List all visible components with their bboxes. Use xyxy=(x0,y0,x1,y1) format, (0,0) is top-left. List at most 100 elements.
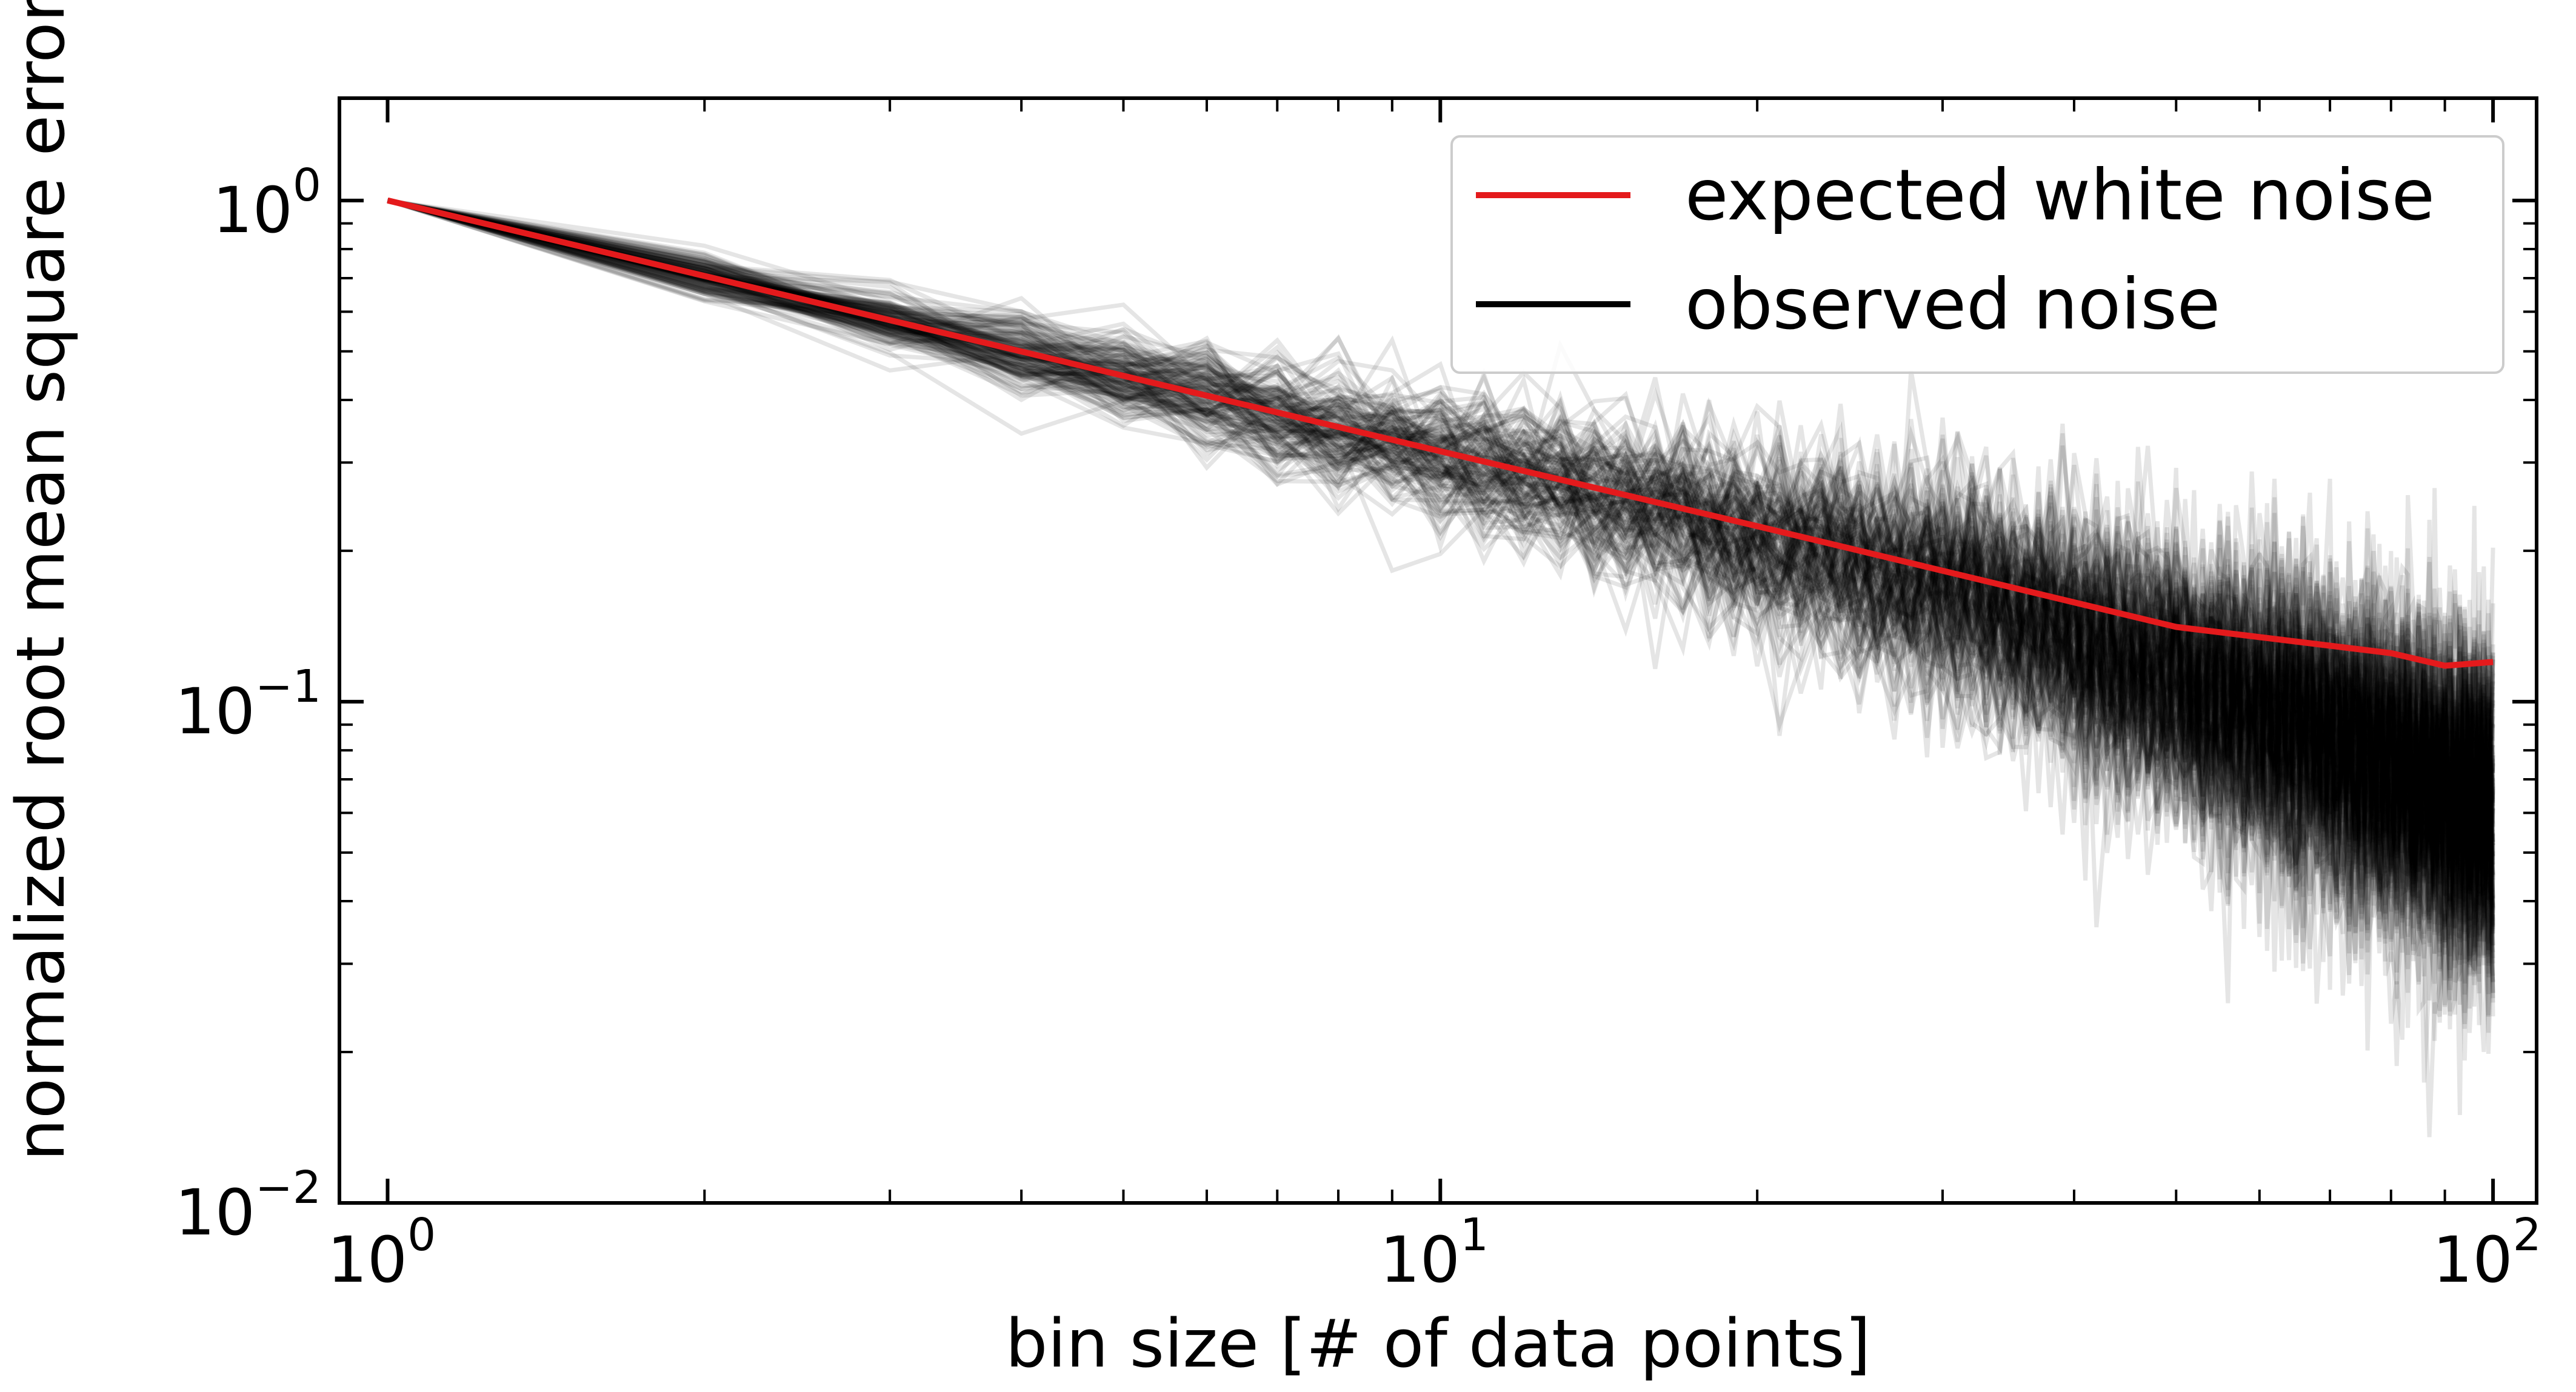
y-axis-label: normalized root mean square error xyxy=(2,0,79,1161)
observed-noise-line xyxy=(387,198,2495,951)
observed-noise-line xyxy=(387,198,2495,958)
observed-noise-line xyxy=(387,198,2495,954)
observed-noise-line xyxy=(387,198,2495,999)
observed-noise-lines xyxy=(387,198,2495,1137)
observed-noise-line xyxy=(387,198,2495,994)
observed-noise-line xyxy=(387,198,2495,1137)
observed-noise-line xyxy=(387,198,2495,931)
observed-noise-line xyxy=(387,198,2495,923)
observed-noise-line xyxy=(387,198,2495,965)
observed-noise-line xyxy=(387,198,2495,1028)
observed-noise-line xyxy=(387,198,2495,908)
observed-noise-line xyxy=(387,198,2495,947)
observed-noise-line xyxy=(387,198,2495,982)
y-axis-label-group: normalized root mean square error xyxy=(2,0,79,1161)
observed-noise-line xyxy=(387,198,2495,927)
observed-noise-line xyxy=(387,198,2495,861)
observed-noise-line xyxy=(387,198,2495,962)
observed-noise-line xyxy=(387,198,2495,995)
x-tick-label: 101 xyxy=(1380,1209,1489,1297)
observed-noise-line xyxy=(387,198,2495,931)
observed-noise-line xyxy=(387,198,2495,1017)
observed-noise-line xyxy=(387,198,2495,1054)
observed-noise-line xyxy=(387,198,2495,844)
observed-noise-line xyxy=(387,198,2495,961)
observed-noise-line xyxy=(387,198,2495,957)
observed-noise-line xyxy=(387,198,2495,849)
observed-noise-line xyxy=(387,198,2495,925)
observed-noise-line xyxy=(387,198,2495,987)
observed-noise-line xyxy=(387,198,2495,944)
observed-noise-line xyxy=(387,198,2495,911)
observed-noise-line xyxy=(387,198,2495,892)
observed-noise-line xyxy=(387,198,2495,916)
observed-noise-line xyxy=(387,198,2495,929)
observed-noise-line xyxy=(387,198,2495,936)
x-axis-label: bin size [# of data points] xyxy=(1006,1305,1871,1382)
observed-noise-line xyxy=(387,198,2495,952)
observed-noise-line xyxy=(387,198,2495,959)
observed-noise-line xyxy=(387,198,2495,892)
observed-noise-line xyxy=(387,198,2495,942)
observed-noise-line xyxy=(387,198,2495,853)
observed-noise-line xyxy=(387,198,2495,1005)
expected-white-noise-line xyxy=(387,197,2494,669)
observed-noise-line xyxy=(387,198,2495,954)
observed-noise-line xyxy=(387,198,2495,911)
observed-noise-line xyxy=(387,198,2495,1017)
observed-noise-line xyxy=(387,198,2495,944)
observed-noise-line xyxy=(387,198,2495,920)
y-tick-label: 10−1 xyxy=(175,661,321,748)
observed-noise-line xyxy=(387,198,2495,924)
observed-noise-line xyxy=(387,198,2495,977)
observed-noise-line xyxy=(387,198,2495,871)
observed-noise-line xyxy=(387,198,2495,962)
observed-noise-line xyxy=(387,198,2495,1023)
observed-noise-line xyxy=(387,198,2495,922)
observed-noise-line xyxy=(387,198,2495,984)
observed-noise-line xyxy=(387,198,2495,827)
observed-noise-line xyxy=(387,198,2495,933)
observed-noise-line xyxy=(387,198,2495,923)
observed-noise-line xyxy=(387,198,2495,961)
observed-noise-line xyxy=(387,198,2495,955)
y-tick-label: 10−2 xyxy=(175,1162,321,1250)
observed-noise-line xyxy=(387,198,2495,967)
observed-noise-line xyxy=(387,198,2495,962)
legend-label-expected: expected white noise xyxy=(1685,155,2435,236)
observed-noise-line xyxy=(387,198,2495,961)
observed-noise-line xyxy=(387,198,2495,981)
observed-noise-line xyxy=(387,198,2494,875)
observed-noise-line xyxy=(387,198,2495,841)
observed-noise-line xyxy=(387,198,2495,937)
observed-noise-line xyxy=(387,198,2495,913)
observed-noise-line xyxy=(387,198,2495,918)
observed-noise-line xyxy=(387,198,2495,985)
observed-noise-line xyxy=(387,198,2495,1033)
observed-noise-line xyxy=(387,198,2495,984)
observed-noise-line xyxy=(387,198,2495,1041)
observed-noise-line xyxy=(387,198,2495,905)
observed-noise-line xyxy=(387,198,2495,1030)
observed-noise-line xyxy=(387,198,2495,1001)
observed-noise-line xyxy=(387,198,2495,950)
observed-noise-line xyxy=(387,198,2495,1009)
observed-noise-line xyxy=(387,198,2495,872)
observed-noise-line xyxy=(387,198,2495,1061)
observed-noise-line xyxy=(387,198,2495,976)
x-tick-label: 100 xyxy=(327,1209,436,1297)
observed-noise-line xyxy=(387,198,2495,1003)
observed-noise-line xyxy=(387,198,2495,1033)
legend: expected white noise observed noise xyxy=(1450,135,2504,374)
observed-noise-line xyxy=(387,198,2495,993)
observed-noise-line xyxy=(387,198,2495,851)
observed-noise-line xyxy=(387,198,2495,930)
observed-noise-line xyxy=(387,198,2495,1004)
observed-noise-line xyxy=(387,198,2495,993)
observed-noise-line xyxy=(387,198,2495,840)
observed-noise-line xyxy=(387,198,2495,902)
observed-noise-line xyxy=(387,198,2495,880)
observed-noise-line xyxy=(387,198,2495,1005)
observed-noise-line xyxy=(387,198,2495,1067)
